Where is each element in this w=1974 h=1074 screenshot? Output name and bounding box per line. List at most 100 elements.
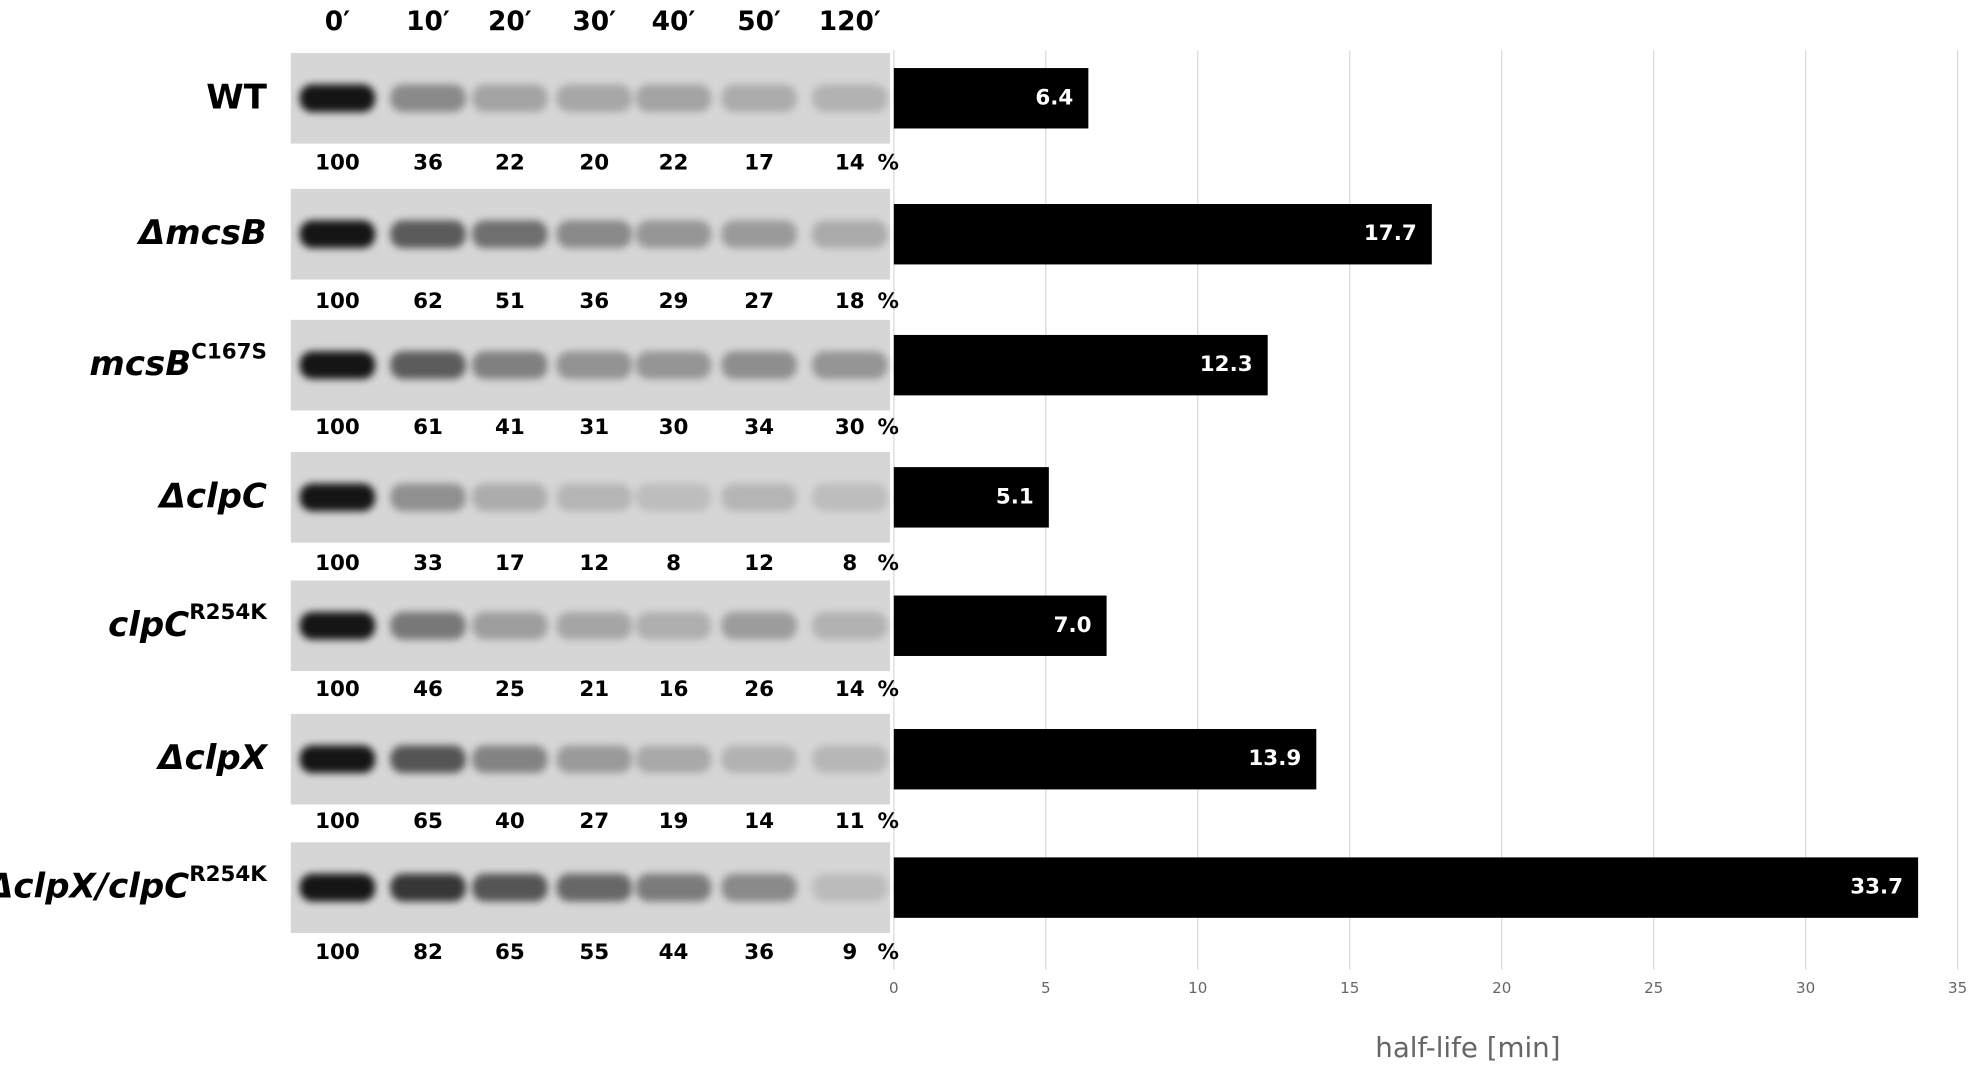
unit-label: % (877, 151, 898, 176)
value-label: 7.0 (1054, 613, 1092, 638)
blot-band (556, 873, 632, 902)
quantity-label: 17 (744, 151, 774, 176)
quantity-label: 17 (495, 551, 525, 576)
quantity-label: 18 (835, 289, 865, 314)
bar (893, 728, 1317, 790)
unit-label: % (877, 415, 898, 440)
time-label: 10′ (406, 6, 450, 37)
blot-band (721, 873, 797, 902)
blot-band (299, 84, 376, 113)
quantity-label: 65 (413, 809, 443, 834)
quantity-label: 27 (579, 809, 609, 834)
quantity-label: 55 (579, 940, 609, 965)
value-label: 17.7 (1364, 221, 1417, 246)
blot-band (472, 873, 548, 902)
quantity-label: 8 (666, 551, 681, 576)
blot-band (635, 745, 712, 774)
bar (893, 68, 1089, 129)
quantity-label: 11 (835, 809, 865, 834)
blot-band (299, 745, 376, 774)
quantity-label: 26 (744, 677, 774, 702)
blot-band (390, 483, 466, 512)
strain-superscript: C167S (191, 340, 267, 365)
blot-band (635, 84, 712, 113)
x-tick-label: 15 (1340, 979, 1359, 997)
quantity-label: 40 (495, 809, 525, 834)
blot-band (721, 745, 797, 774)
blot-band (635, 873, 712, 902)
unit-label: % (877, 809, 898, 834)
bar (893, 595, 1107, 656)
blot-band (635, 351, 712, 380)
time-label: 0′ (325, 6, 350, 37)
quantity-label: 21 (579, 677, 609, 702)
time-label: 30′ (572, 6, 616, 37)
quantity-label: 51 (495, 289, 525, 314)
blot-band (390, 873, 466, 902)
blot-band (556, 745, 632, 774)
blot-band (812, 483, 888, 512)
bar (893, 467, 1049, 528)
blot-band (390, 220, 466, 249)
quantity-label: 100 (315, 809, 360, 834)
quantity-label: 22 (659, 151, 689, 176)
blot-band (556, 483, 632, 512)
quantity-label: 62 (413, 289, 443, 314)
blot-band (390, 351, 466, 380)
quantity-label: 30 (659, 415, 689, 440)
quantity-label: 100 (315, 551, 360, 576)
blot-band (635, 220, 712, 249)
quantity-label: 36 (413, 151, 443, 176)
blot-band (556, 611, 632, 640)
quantity-label: 16 (659, 677, 689, 702)
blot-band (635, 611, 712, 640)
blot-band (721, 220, 797, 249)
strain-label: clpCR254K (108, 600, 268, 644)
blot-band (472, 84, 548, 113)
quantity-label: 14 (744, 809, 774, 834)
time-label: 120′ (819, 6, 881, 37)
quantity-label: 25 (495, 677, 525, 702)
quantity-label: 27 (744, 289, 774, 314)
strain-name: ΔmcsB (136, 213, 267, 253)
quantity-label: 31 (579, 415, 609, 440)
blot-band (472, 483, 548, 512)
blot-band (472, 611, 548, 640)
strain-name: WT (206, 77, 267, 117)
quantity-label: 100 (315, 151, 360, 176)
quantity-label: 19 (659, 809, 689, 834)
quantity-label: 9 (842, 940, 857, 965)
blot-band (299, 611, 376, 640)
strain-label: WT (206, 77, 267, 117)
blot-band (299, 873, 376, 902)
quantity-label: 12 (579, 551, 609, 576)
blot-band (812, 220, 888, 249)
quantity-label: 29 (659, 289, 689, 314)
value-label: 33.7 (1850, 875, 1903, 900)
quantity-label: 36 (744, 940, 774, 965)
unit-label: % (877, 551, 898, 576)
blot-band (299, 483, 376, 512)
bar (893, 857, 1919, 918)
quantity-label: 41 (495, 415, 525, 440)
quantity-label: 30 (835, 415, 865, 440)
quantity-label: 36 (579, 289, 609, 314)
x-tick-label: 20 (1492, 979, 1511, 997)
x-axis-label: half-life [min] (1375, 1031, 1560, 1064)
quantity-label: 61 (413, 415, 443, 440)
blot-band (299, 351, 376, 380)
unit-label: % (877, 940, 898, 965)
x-tick-label: 0 (889, 979, 899, 997)
blot-band (390, 611, 466, 640)
x-tick-label: 5 (1041, 979, 1051, 997)
quantity-label: 100 (315, 415, 360, 440)
blot-band (472, 745, 548, 774)
blot-band (812, 873, 888, 902)
strain-name: clpC (108, 604, 189, 644)
bar (893, 204, 1432, 265)
x-tick-label: 10 (1188, 979, 1207, 997)
quantity-label: 44 (659, 940, 689, 965)
value-label: 13.9 (1248, 746, 1301, 771)
quantity-label: 14 (835, 151, 865, 176)
